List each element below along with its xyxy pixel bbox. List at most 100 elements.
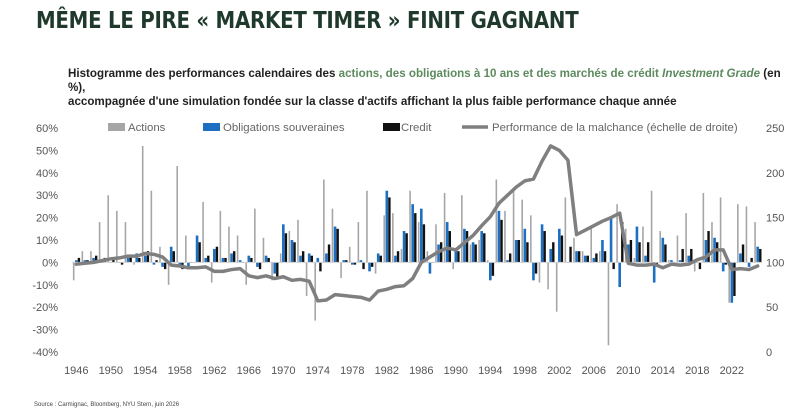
bar-obligations	[540, 224, 544, 263]
y-left-tick-label: 0%	[42, 257, 58, 269]
bar-obligations	[558, 228, 561, 263]
bar-credit	[483, 233, 486, 263]
bar-actions	[504, 210, 506, 263]
bar-actions	[90, 251, 92, 263]
y-left-tick-label: 20%	[36, 213, 58, 225]
bar-credit	[293, 242, 296, 263]
bar-credit	[715, 242, 719, 263]
bar-obligations	[238, 260, 242, 263]
bar-actions	[210, 262, 213, 283]
bar-obligations	[670, 260, 673, 263]
bar-actions	[685, 213, 687, 263]
bar-credit	[362, 262, 365, 270]
bar-credit	[120, 262, 124, 265]
x-tick-label: 1982	[375, 365, 399, 377]
bar-obligations	[661, 237, 665, 263]
bar-credit	[465, 231, 469, 263]
bar-credit	[129, 255, 132, 263]
legend-label-obligations: Obligations souveraines	[223, 122, 345, 134]
x-tick-label: 2010	[616, 365, 640, 377]
bar-obligations	[549, 248, 552, 263]
bar-obligations	[592, 257, 596, 263]
bar-credit	[646, 242, 650, 263]
bar-credit	[258, 262, 262, 270]
bar-obligations	[618, 262, 621, 288]
bar-obligations	[221, 257, 225, 263]
bar-credit	[638, 242, 641, 263]
bar-obligations	[385, 190, 389, 263]
bar-obligations	[635, 226, 639, 263]
y-right-tick-label: 150	[766, 213, 784, 225]
y-left-tick-label: 50%	[36, 145, 58, 157]
x-tick-label: 1986	[409, 365, 433, 377]
bar-obligations	[316, 257, 320, 263]
bar-credit	[250, 257, 253, 263]
x-tick-label: 1994	[478, 365, 502, 377]
bar-actions	[323, 179, 325, 263]
bar-actions	[262, 237, 265, 263]
bar-actions	[728, 262, 731, 303]
bar-credit	[491, 262, 495, 276]
bar-obligations	[256, 262, 259, 267]
bar-credit	[319, 262, 322, 272]
bar-actions	[116, 210, 118, 263]
bar-obligations	[454, 248, 458, 263]
y-left-tick-label: 10%	[36, 235, 58, 247]
bar-obligations	[75, 260, 78, 263]
bar-obligations	[394, 255, 397, 263]
bar-credit	[508, 253, 512, 263]
bar-actions	[469, 244, 472, 263]
y-left-tick-label: -40%	[32, 347, 58, 359]
bar-obligations	[601, 240, 604, 263]
x-tick-label: 1962	[202, 365, 226, 377]
bar-obligations	[376, 253, 380, 263]
bar-obligations	[678, 260, 682, 263]
bar-actions	[279, 253, 282, 263]
y-right-tick-label: 250	[766, 123, 784, 135]
source-note: Source : Carmignac, Bloomberg, NYU Stern…	[34, 402, 180, 408]
x-tick-label: 1954	[133, 365, 157, 377]
bar-obligations	[532, 262, 535, 281]
bar-obligations	[445, 222, 449, 263]
bar-obligations	[290, 240, 294, 263]
bar-actions	[754, 222, 756, 263]
y-axis-right: 250 200 150 100 50 0	[766, 123, 784, 359]
bar-obligations	[204, 257, 207, 263]
bar-actions	[417, 222, 420, 263]
bar-obligations	[126, 257, 130, 263]
legend-label-actions: Actions	[128, 122, 166, 134]
bar-actions	[676, 235, 679, 263]
y-left-tick-label: 60%	[36, 123, 58, 135]
subtitle-part2: (en %),	[68, 67, 781, 94]
bar-obligations	[583, 255, 587, 263]
y-right-tick-label: 100	[766, 257, 784, 269]
bar-obligations	[92, 257, 95, 263]
bar-credit	[284, 233, 288, 263]
bar-obligations	[420, 208, 423, 263]
bar-obligations	[187, 262, 190, 270]
bar-credit	[353, 262, 357, 265]
bar-credit	[612, 262, 615, 270]
bar-credit	[552, 242, 555, 263]
bar-actions	[616, 204, 618, 263]
bar-actions	[392, 213, 394, 263]
bar-credit	[370, 262, 374, 267]
bar-credit	[577, 251, 581, 263]
bar-obligations	[325, 253, 328, 263]
bar-obligations	[135, 253, 138, 263]
bar-credit	[586, 255, 589, 263]
bar-credit	[457, 251, 460, 263]
bar-credit	[138, 257, 141, 263]
bar-obligations	[480, 231, 483, 263]
chart-subtitle: Histogramme des performances calendaires…	[68, 67, 798, 109]
y-left-tick-label: -20%	[32, 302, 58, 314]
bar-obligations	[489, 262, 492, 281]
bar-obligations	[747, 262, 751, 267]
bar-obligations	[644, 255, 647, 263]
bar-actions	[530, 215, 532, 263]
bar-obligations	[144, 255, 147, 263]
bar-credit	[664, 244, 667, 263]
bar-obligations	[230, 253, 233, 263]
y-left-tick-label: 30%	[36, 190, 58, 202]
bar-actions	[374, 262, 377, 274]
